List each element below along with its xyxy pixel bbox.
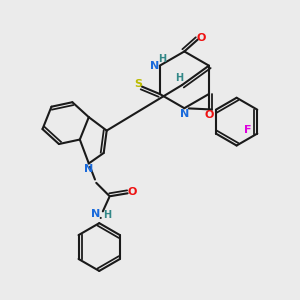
Text: O: O bbox=[128, 187, 137, 197]
Text: N: N bbox=[150, 61, 159, 70]
Text: F: F bbox=[244, 125, 251, 135]
Text: H: H bbox=[175, 73, 183, 82]
Text: S: S bbox=[134, 79, 142, 89]
Text: O: O bbox=[205, 110, 214, 120]
Text: O: O bbox=[197, 33, 206, 43]
Text: H: H bbox=[158, 54, 166, 64]
Text: N: N bbox=[91, 209, 100, 219]
Text: H: H bbox=[103, 210, 112, 220]
Text: N: N bbox=[84, 164, 93, 174]
Text: N: N bbox=[180, 109, 189, 119]
